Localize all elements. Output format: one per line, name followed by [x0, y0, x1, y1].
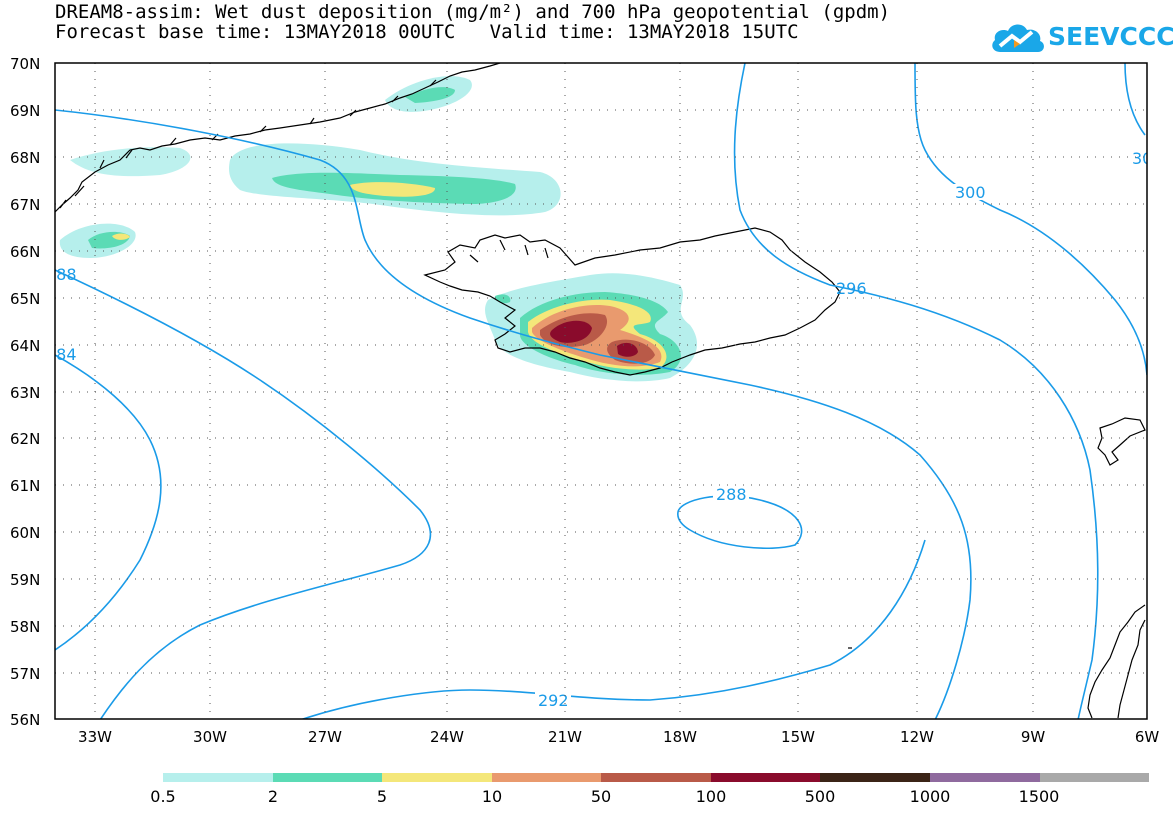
lat-label: 69N	[10, 102, 40, 120]
contour-label-288-west: 288	[46, 265, 77, 284]
logo-text: SEEVCCC	[1048, 22, 1175, 51]
lon-label: 24W	[430, 728, 464, 746]
lat-label: 60N	[10, 524, 40, 542]
map-frame	[54, 62, 1148, 720]
lat-label: 65N	[10, 290, 40, 308]
map-subtitle: Forecast base time: 13MAY2018 00UTC Vali…	[55, 21, 799, 43]
colorbar	[163, 773, 1150, 782]
map-title: DREAM8-assim: Wet dust deposition (mg/m²…	[55, 1, 891, 23]
dust-deposition-field	[59, 76, 698, 382]
lat-label: 57N	[10, 665, 40, 683]
lon-label: 12W	[900, 728, 934, 746]
colorbar-segment	[272, 773, 383, 782]
colorbar-label: 1500	[1018, 787, 1060, 806]
contour-label-30: 30	[1132, 149, 1152, 168]
lon-label: 30W	[193, 728, 227, 746]
lon-label: 6W	[1135, 728, 1160, 746]
longitude-labels: 33W 30W 27W 24W 21W 18W 15W 12W 9W 6W	[78, 728, 1159, 746]
colorbar-segment	[601, 773, 711, 782]
colorbar-segment	[163, 773, 273, 782]
gridlines	[55, 63, 1147, 719]
lat-label: 70N	[10, 55, 40, 73]
contour-labels: 300 296 288 292 288 284 30	[46, 149, 1152, 710]
lat-label: 61N	[10, 477, 40, 495]
colorbar-label: 2	[267, 787, 279, 806]
contour-label-300: 300	[955, 183, 986, 202]
lat-label: 62N	[10, 430, 40, 448]
colorbar-segment	[929, 773, 1040, 782]
colorbar-segment	[382, 773, 492, 782]
colorbar-label: 50	[590, 787, 612, 806]
lon-label: 21W	[548, 728, 582, 746]
colorbar-label: 0.5	[150, 787, 176, 806]
lat-label: 67N	[10, 196, 40, 214]
latitude-labels: 70N 69N 68N 67N 66N 65N 64N 63N 62N 61N …	[10, 55, 40, 729]
colorbar-segment	[710, 773, 821, 782]
lon-label: 33W	[78, 728, 112, 746]
contour-label-284: 284	[46, 345, 77, 364]
contour-label-292: 292	[538, 691, 569, 710]
colorbar-label: 10	[481, 787, 503, 806]
lon-label: 9W	[1021, 728, 1046, 746]
lat-label: 63N	[10, 384, 40, 402]
colorbar-segment	[1039, 773, 1150, 782]
lat-label: 64N	[10, 337, 40, 355]
lat-label: 66N	[10, 243, 40, 261]
lat-label: 59N	[10, 571, 40, 589]
colorbar-label: 500	[804, 787, 836, 806]
lon-label: 18W	[663, 728, 697, 746]
seevccc-logo: SEEVCCC	[990, 18, 1175, 58]
colorbar-label: 5	[376, 787, 388, 806]
colorbar-segment	[820, 773, 930, 782]
geopotential-contours	[55, 63, 1147, 719]
colorbar-label: 1000	[909, 787, 951, 806]
lat-label: 56N	[10, 711, 40, 729]
contour-label-288: 288	[716, 485, 747, 504]
lat-label: 58N	[10, 618, 40, 636]
contour-label-296: 296	[836, 279, 867, 298]
cloud-icon	[992, 24, 1044, 52]
lat-label: 68N	[10, 149, 40, 167]
lon-label: 15W	[781, 728, 815, 746]
coastline	[55, 63, 1146, 719]
colorbar-label: 100	[695, 787, 727, 806]
colorbar-segment	[491, 773, 602, 782]
lon-label: 27W	[308, 728, 342, 746]
